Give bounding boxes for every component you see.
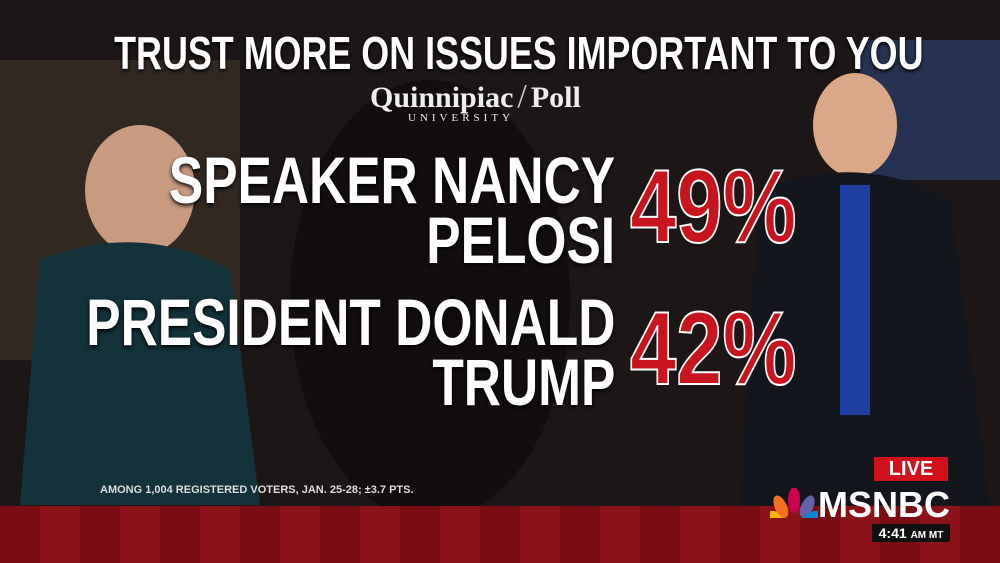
source-logo: Quinnipiac / Poll UNIVERSITY — [370, 78, 630, 124]
peacock-logo — [770, 488, 818, 518]
live-badge: LIVE — [874, 457, 948, 481]
clock: 4:41 AM MT — [872, 524, 950, 542]
name-line: PELOSI — [426, 203, 615, 277]
footnote: AMONG 1,004 REGISTERED VOTERS, JAN. 25-2… — [100, 484, 414, 496]
name-line: SPEAKER NANCY — [168, 143, 615, 217]
candidate-name: SPEAKER NANCY PELOSI — [168, 143, 615, 277]
network-name: MSNBC — [818, 484, 950, 525]
percent: 49% — [629, 148, 797, 266]
percent: 42% — [629, 290, 797, 408]
clock-time: 4:41 — [878, 525, 907, 541]
name-line: TRUMP — [431, 345, 615, 419]
title-text: TRUST MORE ON ISSUES IMPORTANT TO YOU — [114, 27, 924, 79]
clock-zone: AM MT — [910, 530, 944, 541]
source-poll: Poll — [530, 81, 581, 114]
bottom-bar — [0, 506, 1000, 563]
name-line: PRESIDENT DONALD — [85, 285, 615, 359]
candidate-name: PRESIDENT DONALD TRUMP — [85, 285, 615, 419]
source-sub: UNIVERSITY — [408, 112, 514, 124]
source-name: Quinnipiac — [370, 81, 514, 114]
title: TRUST MORE ON ISSUES IMPORTANT TO YOU — [0, 26, 1000, 80]
